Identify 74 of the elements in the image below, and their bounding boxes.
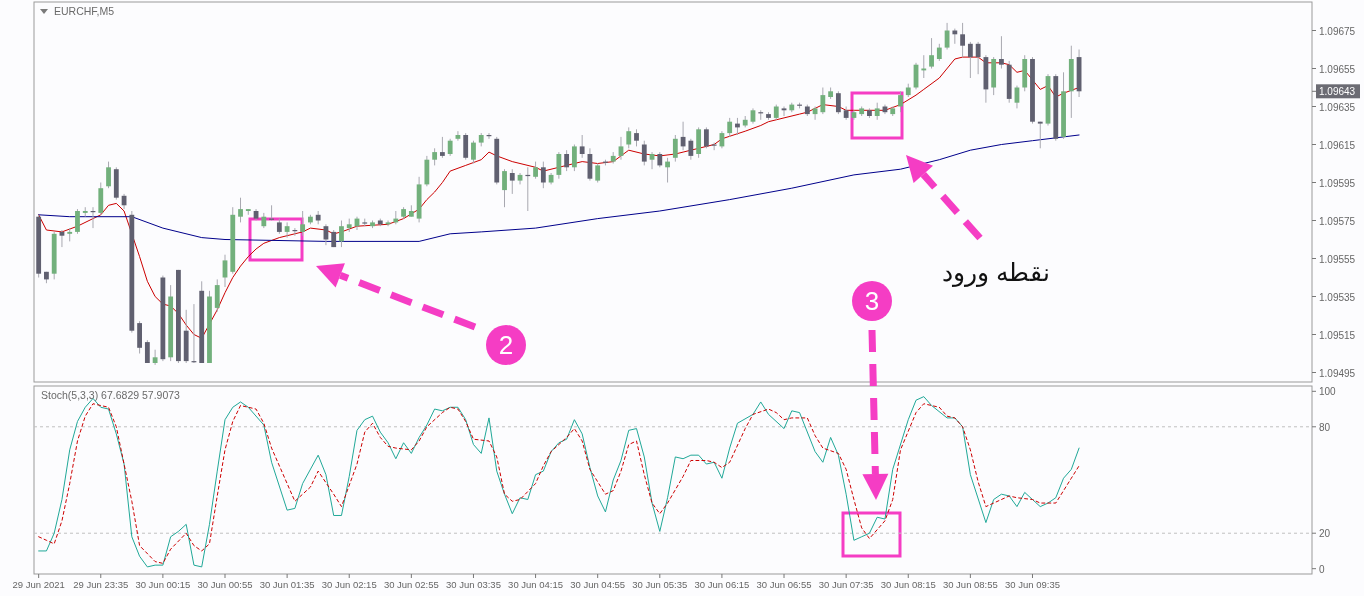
y-tick-label: 20 [1319,528,1331,540]
x-tick-label: 30 Jun 08:55 [942,579,998,590]
x-tick-label: 30 Jun 01:35 [259,579,315,590]
chart-title: Stoch(5,3,3) 67.6829 57.9073 [41,389,181,401]
candlestick [106,161,111,189]
candlestick [502,168,507,208]
candlestick [929,37,934,69]
candlestick [463,132,469,161]
y-tick-label: 1.09655 [1319,63,1356,75]
candlestick [680,121,686,151]
candlestick [967,41,973,79]
candlestick [540,161,546,189]
candlestick [571,144,577,172]
x-tick-label: 30 Jun 04:55 [570,579,626,590]
x-tick-label: 30 Jun 05:35 [632,579,688,590]
x-tick-label: 30 Jun 00:15 [135,579,191,590]
candlestick [960,22,966,58]
candlestick [898,90,903,113]
annotation: نقطه ورود [941,258,1051,288]
candlestick [626,126,632,149]
candlestick [727,117,733,138]
annotation: 2 [498,330,514,360]
candlestick [509,168,515,195]
y-tick-label: 1.09615 [1319,139,1356,151]
annotation: 3 [864,286,880,316]
candlestick [238,197,243,223]
y-tick-label: 1.09635 [1319,101,1356,113]
candlestick [665,157,670,183]
x-tick-label: 30 Jun 03:35 [445,579,501,590]
x-tick-label: 30 Jun 06:15 [694,579,750,590]
y-tick-label: 1.09515 [1319,329,1356,341]
candlestick [999,35,1004,69]
candlestick [300,210,306,237]
x-tick-label: 30 Jun 02:15 [321,579,377,590]
y-tick-label: 0 [1319,563,1325,575]
x-tick-label: 30 Jun 02:55 [383,579,439,590]
candlestick [339,220,344,248]
candlestick [1037,121,1043,149]
y-tick-label: 1.09555 [1319,253,1356,265]
y-tick-label: 1.09643 [1319,86,1356,98]
candlestick [439,136,445,159]
candlestick [284,221,290,239]
candlestick [471,140,476,164]
candlestick [672,134,678,163]
x-tick-label: 30 Jun 04:15 [508,579,564,590]
x-tick-label: 30 Jun 09:35 [1005,579,1060,590]
candlestick [595,163,601,183]
y-tick-label: 1.09575 [1319,215,1356,227]
candlestick [214,278,220,313]
x-tick-label: 30 Jun 08:15 [880,579,936,590]
candlestick [835,90,841,115]
candlestick [703,126,709,149]
line-series [38,134,1080,242]
y-tick-label: 80 [1319,421,1331,433]
x-tick-label: 29 Jun 2021 [12,579,65,590]
candlestick [579,134,585,159]
candlestick [975,41,981,75]
candlestick [688,138,694,161]
y-tick-label: 1.09675 [1319,25,1356,37]
candlestick [641,140,647,166]
x-tick-label: 29 Jun 23:35 [73,579,129,590]
candlestick [820,87,826,115]
x-tick-label: 30 Jun 00:55 [197,579,253,590]
candlestick [152,349,158,366]
x-tick-label: 30 Jun 06:55 [756,579,812,590]
chart-title: EURCHF,M5 [54,5,115,17]
y-tick-label: 1.09535 [1319,291,1356,303]
x-tick-label: 30 Jun 07:35 [818,579,874,590]
candlestick [564,149,570,172]
candlestick [556,151,562,180]
y-tick-label: 1.09495 [1319,367,1356,379]
y-tick-label: 100 [1319,386,1337,398]
candlestick [75,208,80,235]
y-tick-label: 1.09595 [1319,177,1356,189]
